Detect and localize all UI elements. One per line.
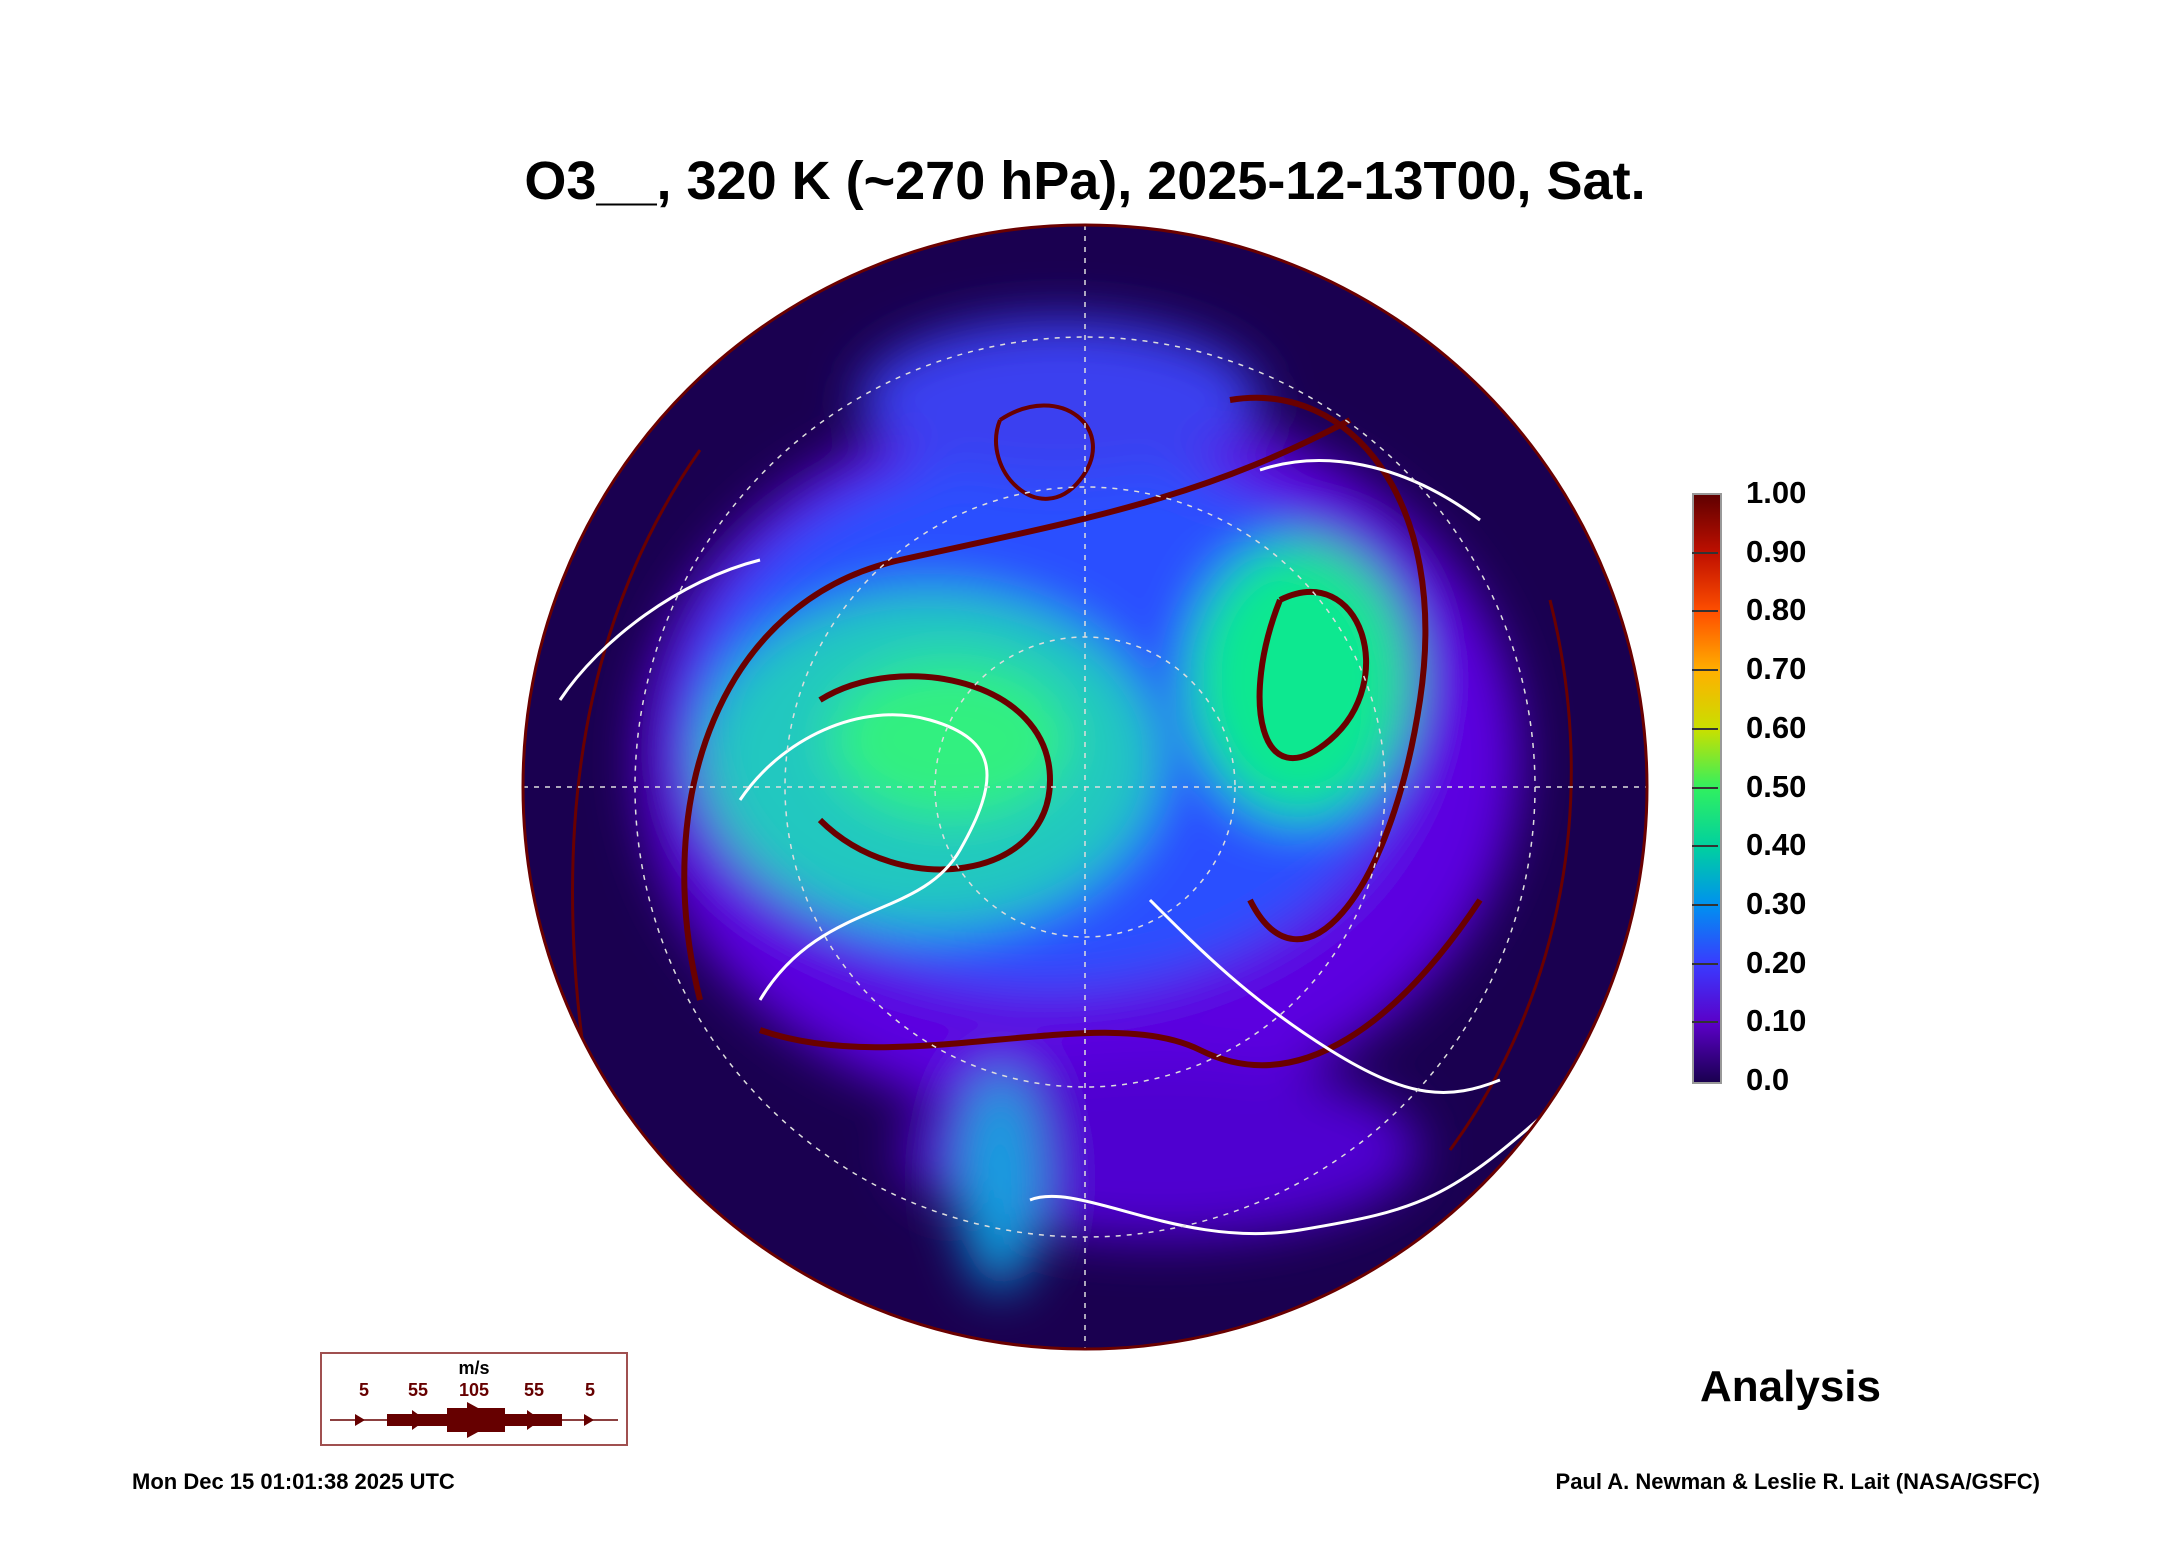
wind-legend: m/s 5 55 105 55 5 xyxy=(320,1352,628,1446)
wind-label: 55 xyxy=(407,1380,429,1400)
wind-label: 105 xyxy=(458,1380,490,1400)
map-border xyxy=(521,223,1649,1351)
colorbar-tick xyxy=(1692,845,1718,848)
colorbar-tick-label: 0.10 xyxy=(1746,1003,1807,1039)
colorbar-tick-label: 0.40 xyxy=(1746,827,1807,863)
wind-unit: m/s xyxy=(458,1358,490,1378)
colorbar-tick xyxy=(1692,727,1718,730)
wind-arrow-scale xyxy=(330,1402,618,1438)
colorbar-tick-label: 0.20 xyxy=(1746,944,1807,980)
analysis-label: Analysis xyxy=(1700,1362,1881,1411)
colorbar-tick xyxy=(1692,610,1718,613)
colorbar-tick xyxy=(1692,903,1718,906)
credit: Paul A. Newman & Leslie R. Lait (NASA/GS… xyxy=(1555,1469,2040,1494)
coastlines xyxy=(558,459,1562,1236)
colorbar-tick xyxy=(1692,962,1718,965)
colorbar-tick-label: 0.30 xyxy=(1746,885,1807,921)
colorbar-tick-label: 0.60 xyxy=(1746,709,1807,745)
chart-title: O3__, 320 K (~270 hPa), 2025-12-13T00, S… xyxy=(524,151,1646,211)
wind-label: 5 xyxy=(584,1380,596,1400)
colorbar-tick xyxy=(1692,1021,1718,1024)
colorbar-tick xyxy=(1692,786,1718,789)
graticule xyxy=(523,225,1647,1349)
colorbar-tick-label: 0.90 xyxy=(1746,533,1807,569)
timestamp: Mon Dec 15 01:01:38 2025 UTC xyxy=(132,1469,455,1494)
colorbar-tick-label: 1.00 xyxy=(1746,475,1807,510)
colorbar-tick xyxy=(1692,669,1718,672)
colorbar xyxy=(1692,493,1722,1084)
wind-label: 55 xyxy=(523,1380,545,1400)
colorbar-tick-label: 0.50 xyxy=(1746,768,1807,804)
wind-label: 5 xyxy=(358,1380,370,1400)
colorbar-tick-label: 0.70 xyxy=(1746,651,1807,687)
colorbar-tick-label: 0.80 xyxy=(1746,592,1807,628)
colorbar-tick-label: 0.0 xyxy=(1746,1062,1790,1097)
colorbar-tick xyxy=(1692,551,1718,554)
